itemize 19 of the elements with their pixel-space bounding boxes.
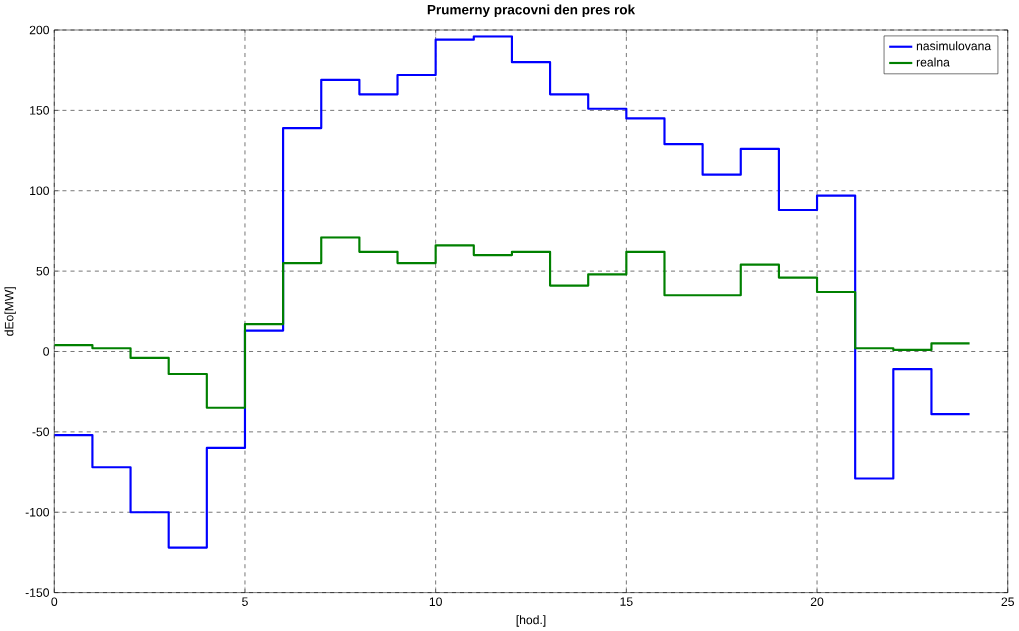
- x-axis-title: [hod.]: [516, 615, 546, 627]
- x-tick-label: 20: [810, 597, 824, 606]
- y-axis-title: dEo[MW]: [4, 287, 16, 336]
- y-tick-label: -100: [25, 507, 50, 517]
- x-tick-label: 0: [51, 597, 58, 606]
- y-tick-label: 0: [43, 347, 50, 356]
- y-tick-label: 50: [36, 266, 50, 276]
- y-tick-label: 100: [30, 186, 50, 195]
- y-tick-label: -150: [25, 588, 50, 597]
- x-tick-label: 25: [1001, 597, 1014, 606]
- y-tick-label: 150: [30, 106, 50, 115]
- x-tick-label: 10: [429, 597, 442, 606]
- x-tick-label: 15: [620, 597, 633, 606]
- y-tick-label: -50: [32, 427, 50, 437]
- x-tick-label: 5: [242, 597, 248, 606]
- legend-label: nasimulovana: [916, 41, 992, 51]
- legend-label: realna: [916, 57, 950, 67]
- y-tick-label: 200: [29, 25, 50, 35]
- chart-title: Prumerny pracovni den pres rok: [427, 4, 636, 18]
